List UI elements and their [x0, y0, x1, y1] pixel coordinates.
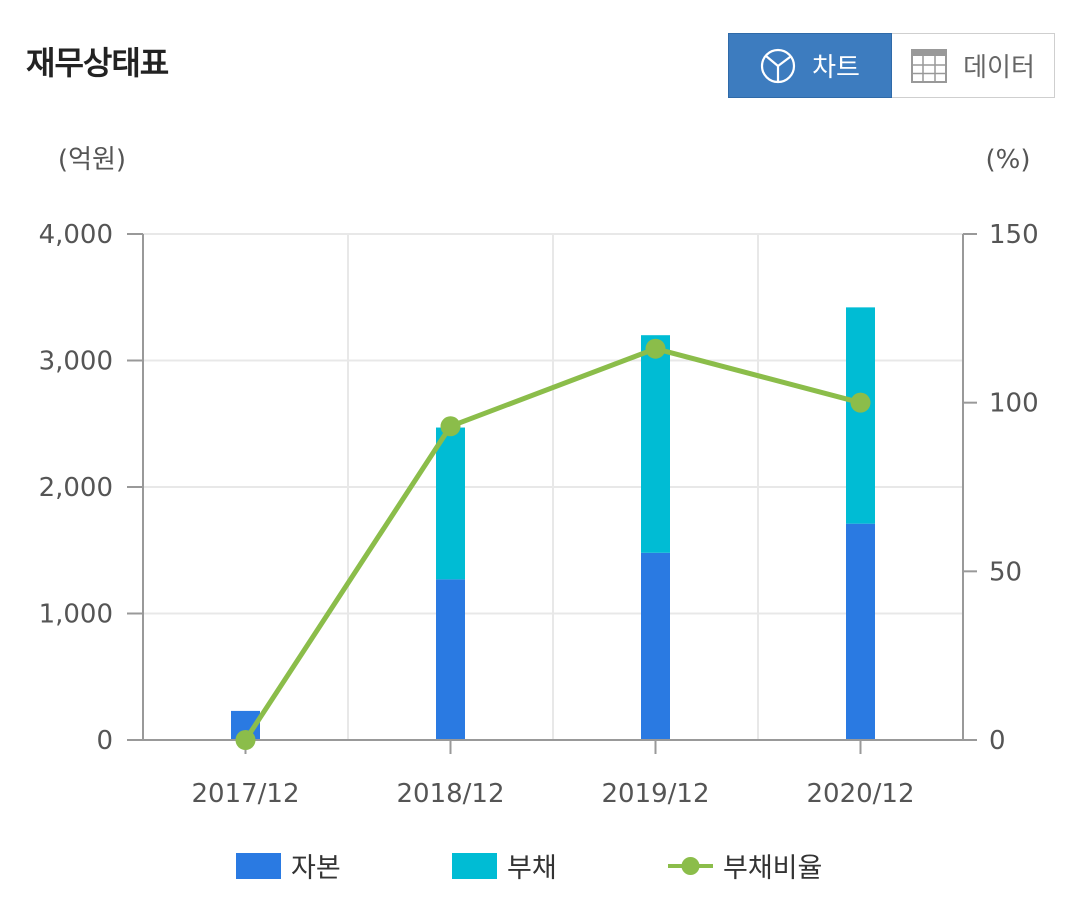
bar-liabilities[interactable]: [641, 335, 670, 553]
legend-label: 자본: [291, 853, 341, 884]
right-axis-tick-label: 100: [989, 389, 1039, 419]
left-axis-tick-label: 1,000: [39, 600, 113, 630]
chart-view-button[interactable]: 차트: [728, 33, 892, 98]
debt-ratio-line: [243, 346, 862, 742]
legend-swatch: [452, 852, 497, 879]
debt-ratio-point[interactable]: [235, 730, 256, 750]
debt-ratio-point[interactable]: [645, 338, 666, 359]
left-axis-tick-label: 3,000: [39, 347, 113, 377]
debt-ratio-point[interactable]: [440, 416, 461, 437]
table-grid-icon: [911, 48, 948, 83]
right-axis-tick-label: 150: [989, 220, 1039, 250]
pie-chart-icon: [760, 48, 796, 84]
legend-line-marker: [668, 856, 713, 875]
x-axis-tick-label: 2019/12: [601, 779, 709, 809]
bar-equity[interactable]: [641, 552, 670, 740]
bar-liabilities[interactable]: [436, 427, 465, 580]
data-view-label: 데이터: [963, 53, 1035, 83]
legend-swatch: [236, 852, 281, 879]
chart-view-label: 차트: [812, 53, 860, 83]
right-axis-tick-label: 0: [989, 726, 1006, 756]
x-axis-tick-label: 2020/12: [806, 779, 914, 809]
legend-item-equity[interactable]: 자본: [236, 846, 341, 885]
right-axis-tick-label: 50: [989, 557, 1022, 587]
page-title: 재무상태표: [26, 44, 169, 82]
view-toggle: 차트 데이터: [728, 33, 1055, 98]
left-axis-tick-label: 0: [96, 726, 113, 756]
left-axis-tick-label: 2,000: [39, 473, 113, 503]
x-axis-tick-label: 2017/12: [191, 779, 299, 809]
bar-equity[interactable]: [846, 523, 875, 740]
right-axis-unit: (%): [986, 145, 1031, 175]
legend-item-debt-ratio[interactable]: 부채비율: [668, 846, 822, 885]
left-axis-unit: (억원): [58, 145, 126, 175]
debt-ratio-point[interactable]: [850, 392, 871, 413]
legend-item-liabilities[interactable]: 부채: [452, 846, 557, 885]
left-axis-tick-label: 4,000: [39, 220, 113, 250]
bar-equity[interactable]: [436, 579, 465, 740]
legend-label: 부채: [507, 853, 557, 884]
legend-label: 부채비율: [723, 853, 823, 884]
x-axis-tick-label: 2018/12: [396, 779, 504, 809]
bar-liabilities[interactable]: [846, 307, 875, 524]
data-view-button[interactable]: 데이터: [892, 33, 1055, 98]
